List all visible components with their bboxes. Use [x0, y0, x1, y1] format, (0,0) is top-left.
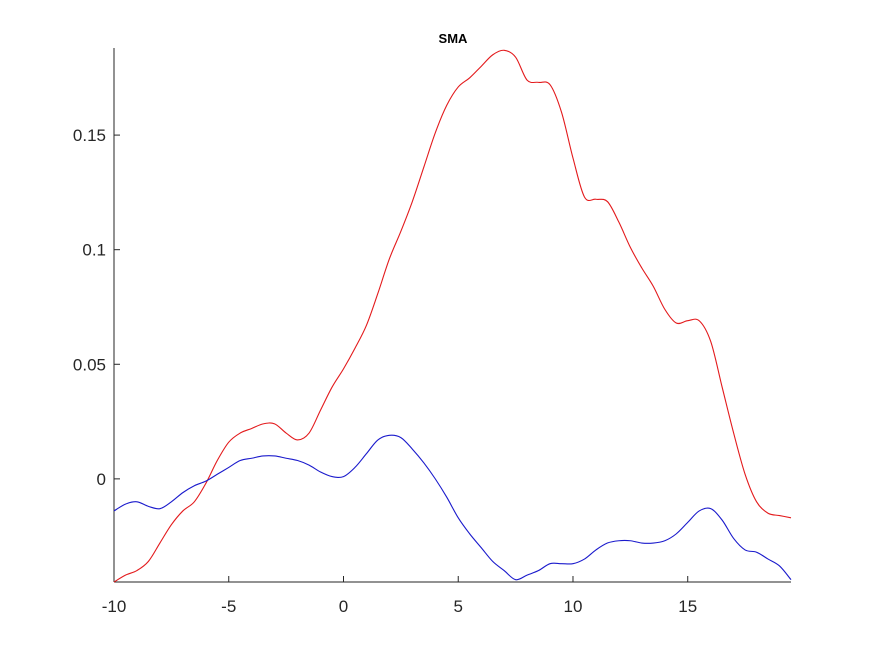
series-lines — [113, 49, 792, 583]
x-tick-label: 15 — [678, 597, 697, 616]
y-tick-label: 0.15 — [73, 126, 106, 145]
y-tick-label: 0.1 — [82, 241, 106, 260]
x-tick-label: 5 — [454, 597, 463, 616]
x-axis-ticks: -10 -5 0 5 10 15 — [102, 576, 697, 616]
x-tick-label: 10 — [564, 597, 583, 616]
y-axis-ticks: 0 0.05 0.1 0.15 — [73, 126, 120, 489]
series-line-1 — [113, 49, 792, 583]
y-tick-label: 0.05 — [73, 355, 106, 374]
axes — [113, 48, 791, 583]
y-tick-label: 0 — [97, 470, 106, 489]
x-tick-label: 0 — [339, 597, 348, 616]
chart-title: SMA — [439, 31, 469, 46]
x-tick-label: -10 — [102, 597, 127, 616]
x-tick-label: -5 — [221, 597, 236, 616]
series-line-2 — [113, 434, 792, 581]
